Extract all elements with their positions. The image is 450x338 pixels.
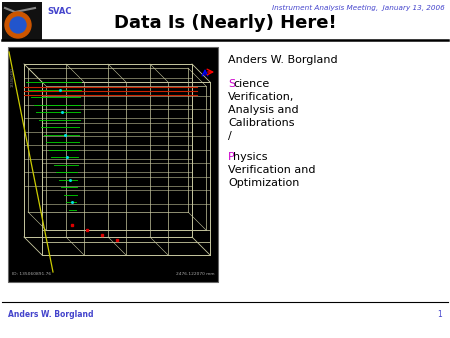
Text: SVAC: SVAC	[47, 7, 72, 16]
Text: cience: cience	[234, 79, 270, 89]
Text: Verification and: Verification and	[228, 165, 315, 175]
Text: S: S	[228, 79, 235, 89]
Text: ID: 135060891.76: ID: 135060891.76	[12, 272, 51, 276]
Text: Calibrations: Calibrations	[228, 118, 294, 128]
Text: Optimization: Optimization	[228, 178, 299, 188]
Text: Anders W. Borgland: Anders W. Borgland	[8, 310, 94, 319]
Text: 135060891: 135060891	[11, 67, 15, 87]
Text: 1: 1	[437, 310, 442, 319]
Text: P: P	[228, 152, 235, 162]
Text: Instrument Analysis Meeting,  January 13, 2006: Instrument Analysis Meeting, January 13,…	[272, 5, 445, 11]
Text: Anders W. Borgland: Anders W. Borgland	[228, 55, 338, 65]
Text: Analysis and: Analysis and	[228, 105, 299, 115]
Bar	[2, 2, 42, 40]
Text: Verification,: Verification,	[228, 92, 294, 102]
Circle shape	[10, 17, 26, 33]
Bar	[8, 47, 218, 282]
Text: hysics: hysics	[234, 152, 268, 162]
Text: Data Is (Nearly) Here!: Data Is (Nearly) Here!	[114, 14, 336, 32]
Circle shape	[5, 12, 31, 38]
Text: 2476.122070 mm: 2476.122070 mm	[176, 272, 214, 276]
Text: /: /	[228, 131, 232, 141]
